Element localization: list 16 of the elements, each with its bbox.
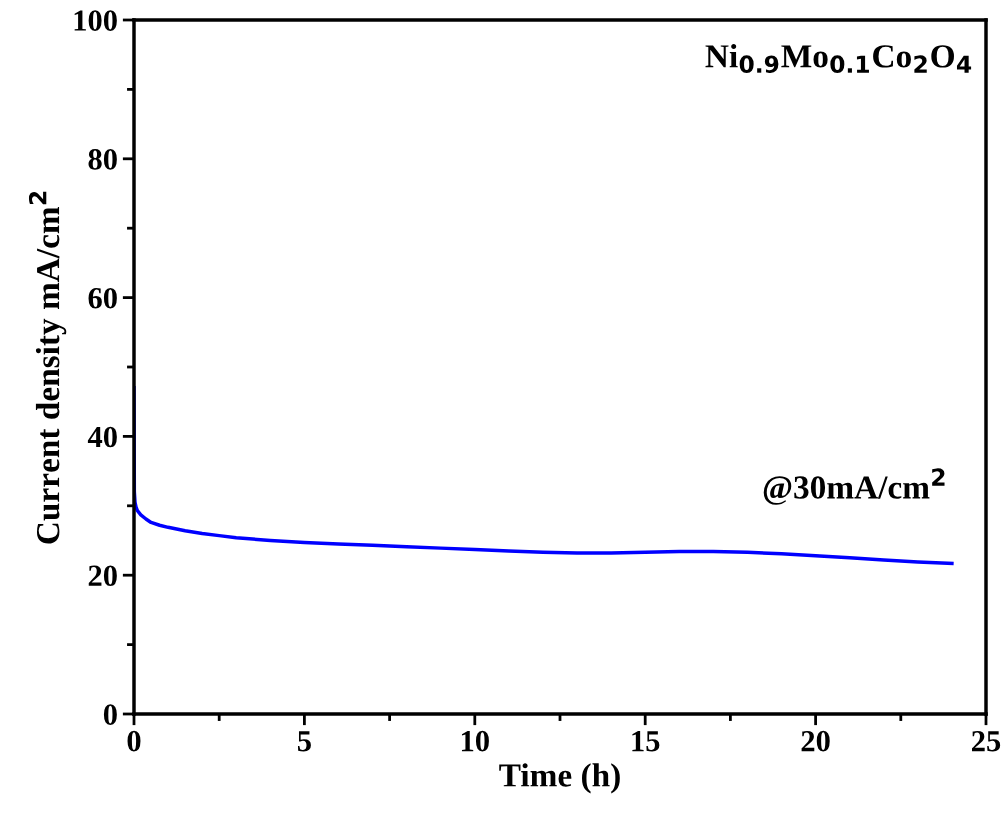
y-tick-label: 40 — [87, 426, 117, 448]
x-tick-label: 0 — [127, 730, 141, 752]
x-tick-label: 10 — [461, 730, 489, 752]
annotation: Ni$_{0.9}$Mo$_{0.1}$Co$_{2}$O$_{4}$ — [705, 44, 972, 74]
x-tick-label: 25 — [972, 730, 1001, 752]
y-axis-title: Current density mA/cm$^{2}$ — [28, 191, 67, 544]
annotation: @30mA/cm$^{2}$ — [763, 468, 945, 505]
x-tick-label: 15 — [632, 731, 660, 752]
x-tick-label: 5 — [297, 731, 311, 752]
x-tick-label: 20 — [801, 730, 830, 752]
y-tick-label: 100 — [74, 10, 117, 31]
y-tick-label: 20 — [88, 565, 117, 587]
y-tick-label: 60 — [88, 287, 117, 309]
x-axis-title: Time (h) — [499, 763, 620, 794]
y-tick-label: 0 — [103, 704, 117, 725]
y-tick-label: 80 — [88, 149, 117, 170]
